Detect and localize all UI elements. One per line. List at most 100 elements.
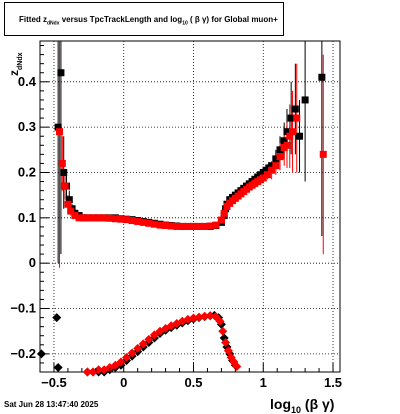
- data-point: [145, 219, 153, 227]
- data-point: [89, 214, 97, 222]
- data-point: [283, 141, 291, 149]
- x-axis-label-tail: (β γ): [301, 396, 334, 412]
- axes: −0.5 0 0.5 1 1.5 −0.2 −0.1 0 0.1 0.2 0.3 0.4: [10, 45, 342, 390]
- x-tick-label: 0.5: [184, 375, 202, 390]
- x-tick-label: 1.5: [324, 375, 342, 390]
- data-point: [291, 105, 299, 113]
- x-axis-label-main: log: [270, 396, 291, 412]
- data-point: [61, 182, 69, 190]
- data-point: [212, 221, 220, 229]
- data-point: [189, 222, 197, 230]
- data-point: [318, 73, 326, 81]
- data-point: [286, 132, 294, 140]
- data-point: [200, 311, 210, 321]
- data-point: [116, 357, 126, 367]
- data-point: [272, 162, 280, 170]
- x-tick-label: −0.5: [41, 375, 67, 390]
- data-point: [205, 311, 215, 321]
- data-point: [232, 362, 242, 372]
- data-point: [94, 365, 104, 375]
- x-axis-label: log10 (β γ): [270, 396, 334, 414]
- data-point: [301, 96, 309, 104]
- data-point: [268, 162, 276, 170]
- data-point: [217, 216, 225, 224]
- data-point: [194, 312, 204, 322]
- data-point: [259, 174, 267, 182]
- data-point: [82, 367, 92, 377]
- data-point: [117, 215, 125, 223]
- data-point: [162, 222, 170, 230]
- data-point: [134, 217, 142, 225]
- data-point: [184, 222, 192, 230]
- data-point: [133, 343, 143, 353]
- y-tick-label: −0.2: [10, 346, 36, 361]
- data-point: [289, 128, 297, 136]
- data-point: [195, 222, 203, 230]
- data-point: [95, 214, 103, 222]
- data-point: [58, 159, 66, 167]
- plot-frame: [39, 40, 341, 373]
- y-tick-label: 0.1: [18, 210, 36, 225]
- data-point: [106, 214, 114, 222]
- y-axis-label-main: z: [7, 70, 21, 76]
- data-point: [293, 114, 301, 122]
- y-tick-label: 0: [29, 255, 36, 270]
- x-tick-label: 0: [120, 375, 127, 390]
- data-point: [56, 128, 64, 136]
- data-point: [144, 334, 154, 344]
- data-point: [272, 155, 280, 163]
- data-point: [123, 216, 131, 224]
- data-point: [54, 123, 62, 131]
- data-point: [201, 222, 209, 230]
- data-point: [150, 220, 158, 228]
- y-axis-label: zdNdx: [7, 52, 24, 76]
- x-tick-label: 1: [260, 375, 267, 390]
- data-point: [167, 222, 175, 230]
- y-tick-label: 0.4: [18, 74, 37, 89]
- data-point: [156, 221, 164, 229]
- datestamp: Sat Jun 28 13:47:40 2025: [4, 400, 99, 409]
- data-point: [67, 207, 75, 215]
- data-point: [149, 330, 159, 340]
- data-point: [223, 346, 233, 356]
- data-point: [283, 128, 291, 136]
- data-point: [218, 326, 228, 336]
- data-point: [173, 222, 181, 230]
- data-point: [215, 316, 225, 326]
- markers: [36, 69, 327, 377]
- data-point: [127, 348, 137, 358]
- data-point: [53, 362, 63, 372]
- chart-title: Fitted zdNdx versus TpcTrackLength and l…: [4, 2, 284, 36]
- data-point: [52, 313, 62, 323]
- data-point: [296, 132, 304, 140]
- y-tick-label: 0.3: [18, 119, 36, 134]
- data-point: [268, 166, 276, 174]
- data-point: [128, 217, 136, 225]
- data-point: [139, 218, 147, 226]
- x-axis-label-sub: 10: [291, 405, 301, 414]
- data-point: [276, 153, 284, 161]
- data-point: [287, 114, 295, 122]
- data-point: [221, 338, 231, 348]
- data-point: [100, 214, 108, 222]
- data-point: [71, 212, 79, 220]
- data-point: [280, 137, 288, 145]
- data-point: [276, 146, 284, 154]
- data-point: [64, 200, 72, 208]
- data-point: [319, 150, 327, 158]
- data-point: [60, 168, 68, 176]
- data-point: [83, 214, 91, 222]
- data-point: [263, 171, 271, 179]
- data-point: [138, 339, 148, 349]
- data-point: [220, 209, 228, 217]
- data-point: [206, 222, 214, 230]
- y-axis-label-sub: dNdx: [17, 52, 24, 70]
- data-point: [57, 69, 65, 77]
- data-point: [188, 313, 198, 323]
- y-tick-label: 0.2: [18, 164, 36, 179]
- data-point: [79, 214, 87, 222]
- data-point: [178, 222, 186, 230]
- data-point: [111, 215, 119, 223]
- y-tick-label: −0.1: [10, 301, 36, 316]
